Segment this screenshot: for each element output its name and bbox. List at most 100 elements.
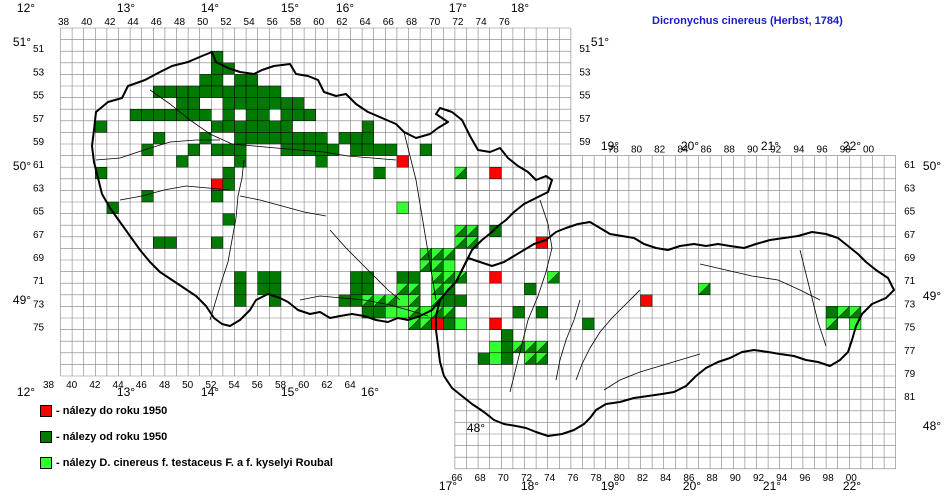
grid-row-label: 61: [904, 160, 916, 171]
grid-column-label: 66: [383, 17, 395, 28]
grid-row-label: 75: [33, 323, 45, 334]
record-cell-after-1950: [141, 108, 154, 122]
grid-row-label: 63: [904, 183, 916, 194]
legend-label-after-1950: - nálezy od roku 1950: [56, 431, 168, 443]
record-cell-after-1950: [129, 108, 142, 122]
record-cell-after-1950: [222, 85, 235, 98]
record-cell-after-1950: [373, 143, 386, 156]
record-cell-after-1950: [234, 143, 247, 156]
grid-column-label: 72: [521, 473, 533, 484]
record-cell-after-1950: [234, 294, 247, 307]
river-vltava: [209, 159, 245, 321]
longitude-label: 21°: [763, 479, 781, 493]
record-cell-after-1950: [338, 294, 351, 307]
grid-column-label: 54: [244, 17, 256, 28]
record-cell-after-1950: [176, 155, 189, 168]
record-cell-after-1950: [361, 132, 374, 145]
record-cell-after-1950: [280, 97, 293, 110]
record-cell-testaceus: [454, 317, 467, 330]
record-cell-mixed: [547, 270, 560, 284]
latitude-label: 48°: [923, 419, 941, 433]
grid-row-label: 69: [904, 253, 916, 264]
longitude-label: 20°: [681, 139, 699, 153]
record-cell-after-1950: [280, 120, 293, 133]
record-cell-after-1950: [350, 143, 363, 156]
record-cell-after-1950: [257, 282, 270, 296]
axis-labels: 38 40 42 44 46 48 50 52 54 56 58 60 62 64 66 68 70 72 74 76…: [13, 1, 941, 493]
record-cell-after-1950: [234, 271, 247, 284]
record-cell-after-1950: [199, 108, 212, 122]
record-cell-after-1950: [211, 120, 224, 133]
record-cell-after-1950: [269, 85, 282, 98]
record-cell-after-1950: [187, 85, 200, 98]
record-cell-after-1950: [153, 132, 166, 145]
longitude-label: 19°: [601, 479, 619, 493]
grid-column-label: 58: [290, 17, 302, 28]
grid-column-label: 56: [267, 17, 279, 28]
record-cell-mixed: [419, 317, 433, 331]
grid-column-label: 66: [451, 473, 463, 484]
record-cell-after-1950: [582, 317, 595, 330]
czech-border: [91, 51, 553, 327]
grid-column-label: 64: [360, 17, 372, 28]
record-cell-after-1950: [187, 143, 200, 156]
record-cell-mixed: [419, 259, 433, 273]
record-cell-after-1950: [292, 97, 305, 110]
record-cell-after-1950: [385, 143, 398, 156]
record-cell-mixed: [384, 294, 398, 308]
grid-column-label: 56: [252, 380, 264, 391]
slovakia-border: [435, 221, 895, 437]
record-cell-after-1950: [327, 143, 340, 156]
record-cell-after-1950: [338, 132, 351, 145]
record-cell-mixed: [442, 247, 456, 261]
grid-column-label: 88: [724, 145, 736, 156]
grid-column-label: 40: [66, 380, 78, 391]
grid-row-label: 79: [904, 369, 916, 380]
grid-column-label: 78: [608, 145, 620, 156]
record-cell-after-1950: [477, 352, 490, 365]
grid-column-label: 82: [637, 473, 649, 484]
record-cell-after-1950: [234, 155, 247, 168]
record-cell-after-1950: [187, 108, 200, 122]
record-cell-after-1950: [106, 201, 119, 214]
grid-column-label: 38: [58, 17, 70, 28]
grid-column-label: 96: [817, 145, 829, 156]
record-cell-testaceus: [489, 352, 502, 365]
grid-row-label: 65: [33, 207, 45, 218]
record-cell-after-1950: [269, 271, 282, 284]
record-cell-mixed: [454, 166, 468, 180]
grid-row-label: 63: [33, 183, 45, 194]
grid-column-label: 48: [174, 17, 186, 28]
record-cell-after-1950: [141, 143, 154, 156]
record-cell-after-1950: [234, 282, 247, 296]
record-cell-mixed: [442, 305, 456, 319]
record-cell-mixed: [407, 317, 421, 331]
grid-column-label: 94: [793, 145, 805, 156]
grid-row-label: 65: [904, 207, 916, 218]
grid-column-label: 80: [631, 145, 643, 156]
grid-column-label: 52: [205, 380, 217, 391]
grid-column-label: 84: [660, 473, 672, 484]
record-cell-after-1950: [222, 97, 235, 110]
grid-column-label: 60: [313, 17, 325, 28]
record-cell-after-1950: [269, 294, 282, 307]
record-cell-after-1950: [535, 306, 548, 319]
river-hornad: [699, 263, 821, 301]
grid-column-label: 72: [452, 17, 464, 28]
legend-before-1950: - nálezy do roku 1950: [40, 403, 167, 419]
record-cell-after-1950: [512, 306, 525, 319]
map-title: Dicronychus cinereus (Herbst, 1784): [652, 15, 843, 27]
record-cell-mixed: [407, 294, 421, 308]
river-ondava: [799, 249, 827, 347]
record-cell-mixed: [431, 259, 444, 273]
longitude-label: 18°: [511, 1, 529, 15]
record-cell-mixed: [431, 247, 444, 261]
record-cell-after-1950: [245, 120, 258, 133]
record-cell-after-1950: [269, 120, 282, 133]
grid-column-label: 50: [182, 380, 194, 391]
record-cell-after-1950: [234, 97, 247, 110]
record-cell-after-1950: [280, 108, 293, 122]
grid-column-label: 98: [823, 473, 835, 484]
record-cell-after-1950: [361, 271, 374, 284]
